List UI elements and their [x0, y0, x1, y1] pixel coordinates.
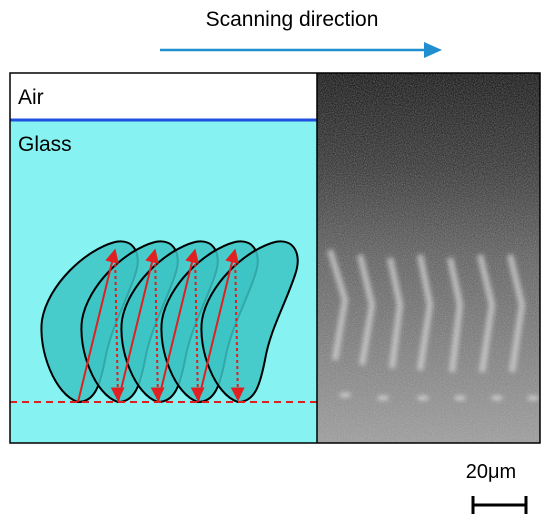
return-arrow [150, 251, 165, 402]
micrograph [317, 73, 540, 443]
frame [9, 72, 541, 444]
air-region [10, 73, 317, 120]
return-arrow [230, 251, 245, 402]
write-arrow [117, 248, 159, 403]
air-label: Air [18, 86, 44, 109]
scale-label: 20μm [466, 461, 516, 483]
scan-title: Scanning direction [206, 8, 379, 31]
modified-zones [40, 240, 299, 404]
scan-arrow-head [424, 42, 442, 58]
return-arrow [190, 251, 205, 402]
glass-label: Glass [18, 133, 72, 156]
noise [317, 73, 540, 443]
write-arrow [77, 248, 119, 403]
write-arrow [157, 248, 199, 403]
zone [200, 240, 299, 404]
scan-paths [77, 248, 245, 403]
return-arrow [110, 251, 125, 402]
write-arrow [197, 248, 239, 403]
